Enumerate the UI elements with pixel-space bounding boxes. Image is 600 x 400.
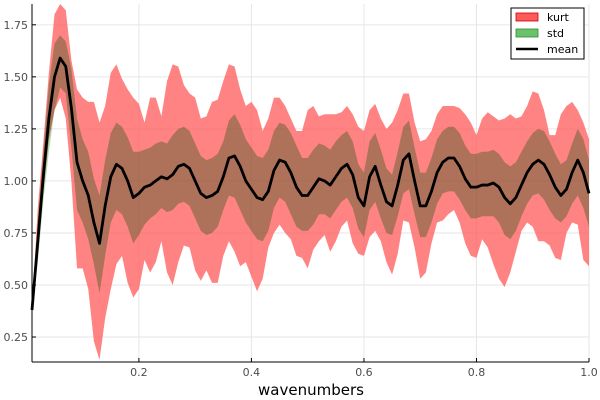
x-tick-label: 0.4 xyxy=(243,366,261,379)
x-tick-label: 0.6 xyxy=(355,366,373,379)
x-axis-title: wavenumbers xyxy=(258,381,364,399)
bands xyxy=(32,4,589,360)
y-tick-label: 0.50 xyxy=(4,279,29,292)
axes: 0.2 0.4 0.6 0.8 1.0 0.25 0.50 0.75 1.00 1.25 1.50 1… xyxy=(4,4,598,379)
mean-line xyxy=(30,56,591,311)
y-tick-label: 1.00 xyxy=(4,175,29,188)
legend-label-mean: mean xyxy=(547,43,578,56)
y-tick-label: 1.75 xyxy=(4,19,29,32)
legend-swatch-kurt xyxy=(515,12,539,22)
std-band xyxy=(32,35,589,310)
y-tick-label: 1.50 xyxy=(4,71,29,84)
y-tick-label: 0.75 xyxy=(4,227,29,240)
legend-label-std: std xyxy=(547,27,564,40)
y-tick-label: 1.25 xyxy=(4,123,29,136)
x-tick-label: 1.0 xyxy=(580,366,598,379)
legend-swatch-std xyxy=(515,28,539,38)
x-tick-label: 0.2 xyxy=(130,366,148,379)
mean-line-layer xyxy=(30,56,591,311)
legend-label-kurt: kurt xyxy=(547,11,570,24)
x-tick-label: 0.8 xyxy=(468,366,486,379)
legend: kurt std mean xyxy=(510,7,585,60)
y-tick-label: 0.25 xyxy=(4,331,29,344)
